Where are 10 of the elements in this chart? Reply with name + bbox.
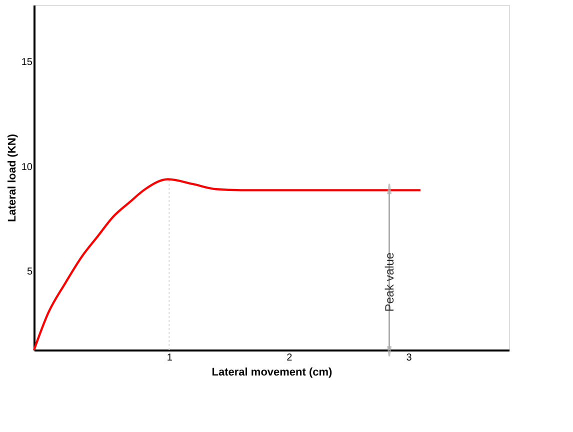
line-series (32, 178, 422, 352)
x-tick-label: 3 (406, 352, 412, 364)
y-tick-label: 10 (21, 162, 33, 173)
y-tick-label: 5 (26, 266, 33, 278)
x-tick-label: 2 (286, 352, 293, 364)
y-tick-label: 15 (21, 57, 33, 68)
annotation: Peak value (382, 252, 396, 312)
x-tick-label: 1 (166, 352, 173, 364)
x-axis-title: Lateral movement (cm) (212, 366, 333, 378)
y-axis-title: Lateral load (KN) (6, 134, 18, 222)
